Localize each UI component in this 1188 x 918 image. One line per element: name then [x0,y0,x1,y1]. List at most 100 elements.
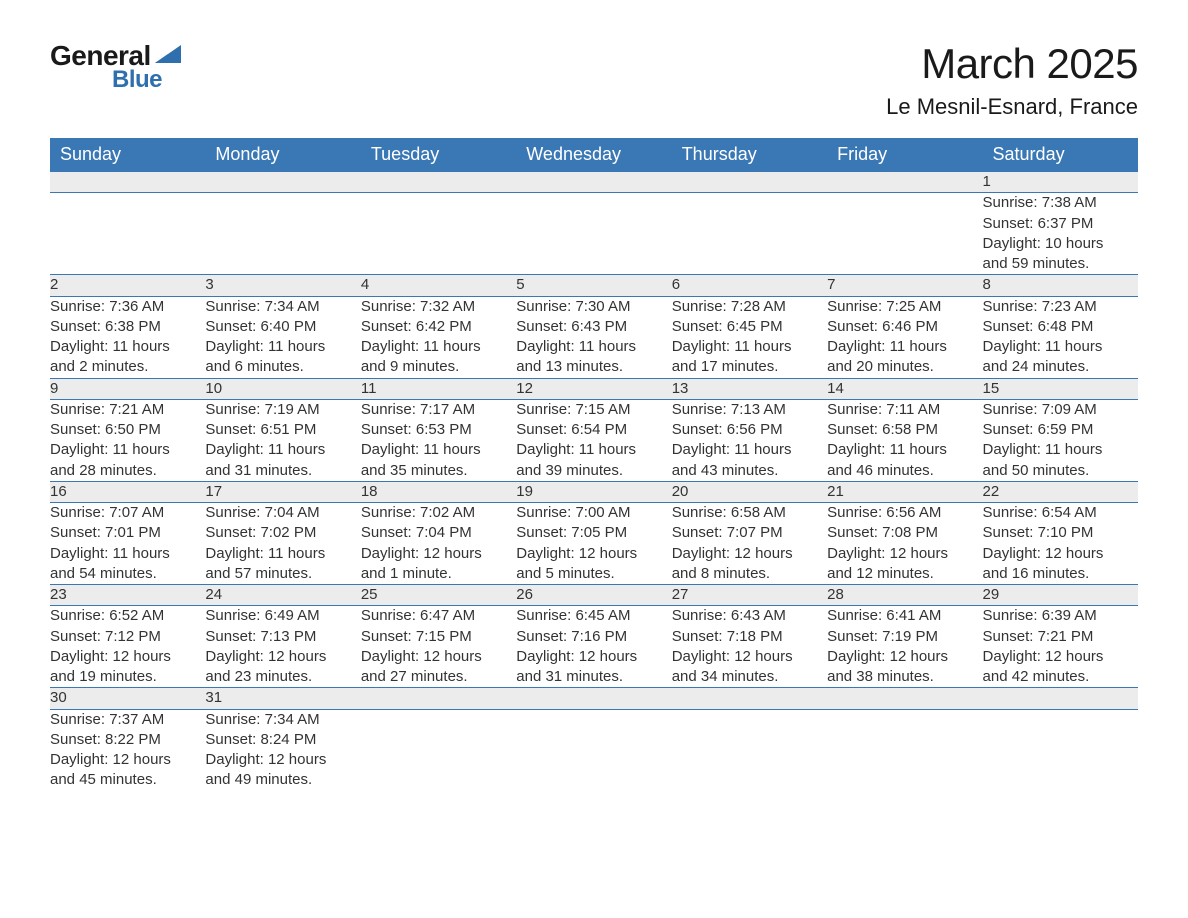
empty-cell [516,193,671,275]
daylight-line: Daylight: 12 hours [205,647,360,667]
week-daynum-row: 2345678 [50,275,1138,296]
day-number: 18 [361,481,516,502]
empty-cell [361,172,516,193]
empty-cell [827,709,982,791]
sunset-line: Sunset: 7:08 PM [827,523,982,543]
sunset-line: Sunset: 7:15 PM [361,627,516,647]
daylight-line: Daylight: 12 hours [50,647,205,667]
day-content: Sunrise: 7:23 AMSunset: 6:48 PMDaylight:… [983,296,1138,378]
sunset-line: Sunset: 7:05 PM [516,523,671,543]
dayname-header: Thursday [672,138,827,172]
daylight-line: Daylight: 12 hours [827,544,982,564]
day-number: 20 [672,481,827,502]
sunrise-line: Sunrise: 6:54 AM [983,503,1138,523]
day-content: Sunrise: 6:52 AMSunset: 7:12 PMDaylight:… [50,606,205,688]
daylight-line: and 20 minutes. [827,357,982,377]
daylight-line: Daylight: 11 hours [50,337,205,357]
sunrise-line: Sunrise: 7:30 AM [516,297,671,317]
sunrise-line: Sunrise: 7:37 AM [50,710,205,730]
sunrise-line: Sunrise: 7:21 AM [50,400,205,420]
sunset-line: Sunset: 6:50 PM [50,420,205,440]
daylight-line: Daylight: 12 hours [672,544,827,564]
sunrise-line: Sunrise: 7:13 AM [672,400,827,420]
sunset-line: Sunset: 7:10 PM [983,523,1138,543]
sunset-line: Sunset: 6:58 PM [827,420,982,440]
day-number: 4 [361,275,516,296]
daylight-line: Daylight: 11 hours [205,440,360,460]
daylight-line: and 24 minutes. [983,357,1138,377]
daylight-line: and 5 minutes. [516,564,671,584]
daylight-line: and 45 minutes. [50,770,205,790]
daylight-line: Daylight: 12 hours [516,647,671,667]
sunrise-line: Sunrise: 6:56 AM [827,503,982,523]
sunrise-line: Sunrise: 7:02 AM [361,503,516,523]
sunset-line: Sunset: 7:21 PM [983,627,1138,647]
sunset-line: Sunset: 6:59 PM [983,420,1138,440]
day-content: Sunrise: 7:09 AMSunset: 6:59 PMDaylight:… [983,399,1138,481]
day-content: Sunrise: 7:02 AMSunset: 7:04 PMDaylight:… [361,503,516,585]
day-number: 10 [205,378,360,399]
empty-cell [205,172,360,193]
daylight-line: Daylight: 12 hours [205,750,360,770]
daylight-line: Daylight: 11 hours [361,440,516,460]
daylight-line: and 19 minutes. [50,667,205,687]
day-number: 15 [983,378,1138,399]
sunrise-line: Sunrise: 7:04 AM [205,503,360,523]
daylight-line: Daylight: 11 hours [516,337,671,357]
day-content: Sunrise: 6:45 AMSunset: 7:16 PMDaylight:… [516,606,671,688]
day-content: Sunrise: 7:34 AMSunset: 6:40 PMDaylight:… [205,296,360,378]
empty-cell [983,709,1138,791]
sunset-line: Sunset: 6:54 PM [516,420,671,440]
day-content: Sunrise: 6:56 AMSunset: 7:08 PMDaylight:… [827,503,982,585]
sunrise-line: Sunrise: 7:11 AM [827,400,982,420]
day-number: 6 [672,275,827,296]
daylight-line: Daylight: 12 hours [672,647,827,667]
day-number: 28 [827,585,982,606]
day-number: 12 [516,378,671,399]
day-content: Sunrise: 6:43 AMSunset: 7:18 PMDaylight:… [672,606,827,688]
empty-cell [50,172,205,193]
page-header: General Blue March 2025 Le Mesnil-Esnard… [50,40,1138,120]
empty-cell [672,709,827,791]
daylight-line: Daylight: 12 hours [983,647,1138,667]
sunset-line: Sunset: 6:56 PM [672,420,827,440]
daylight-line: Daylight: 11 hours [205,544,360,564]
empty-cell [983,688,1138,709]
sunrise-line: Sunrise: 7:38 AM [983,193,1138,213]
sunrise-line: Sunrise: 7:17 AM [361,400,516,420]
sunset-line: Sunset: 6:37 PM [983,214,1138,234]
sunset-line: Sunset: 6:53 PM [361,420,516,440]
empty-cell [827,193,982,275]
week-content-row: Sunrise: 7:21 AMSunset: 6:50 PMDaylight:… [50,399,1138,481]
daylight-line: and 1 minute. [361,564,516,584]
daylight-line: Daylight: 11 hours [205,337,360,357]
sunset-line: Sunset: 8:24 PM [205,730,360,750]
day-number: 30 [50,688,205,709]
day-number: 8 [983,275,1138,296]
empty-cell [361,688,516,709]
daylight-line: and 27 minutes. [361,667,516,687]
logo: General Blue [50,40,181,94]
day-content: Sunrise: 7:37 AMSunset: 8:22 PMDaylight:… [50,709,205,791]
sunset-line: Sunset: 7:02 PM [205,523,360,543]
sunrise-line: Sunrise: 6:45 AM [516,606,671,626]
day-number: 3 [205,275,360,296]
logo-triangle-icon [155,45,181,68]
daylight-line: Daylight: 11 hours [827,337,982,357]
sunset-line: Sunset: 6:40 PM [205,317,360,337]
sunset-line: Sunset: 7:13 PM [205,627,360,647]
sunset-line: Sunset: 6:43 PM [516,317,671,337]
sunset-line: Sunset: 7:19 PM [827,627,982,647]
day-number: 17 [205,481,360,502]
daylight-line: and 49 minutes. [205,770,360,790]
day-number: 16 [50,481,205,502]
day-content: Sunrise: 7:04 AMSunset: 7:02 PMDaylight:… [205,503,360,585]
day-content: Sunrise: 7:34 AMSunset: 8:24 PMDaylight:… [205,709,360,791]
day-number: 11 [361,378,516,399]
sunrise-line: Sunrise: 7:32 AM [361,297,516,317]
day-content: Sunrise: 6:49 AMSunset: 7:13 PMDaylight:… [205,606,360,688]
empty-cell [516,709,671,791]
daylight-line: Daylight: 12 hours [361,544,516,564]
day-content: Sunrise: 6:58 AMSunset: 7:07 PMDaylight:… [672,503,827,585]
daylight-line: and 42 minutes. [983,667,1138,687]
